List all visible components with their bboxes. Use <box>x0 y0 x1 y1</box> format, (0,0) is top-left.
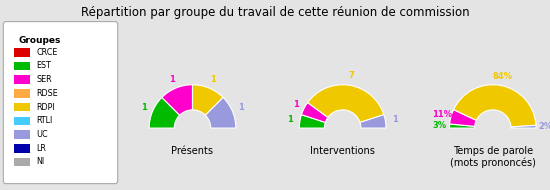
Text: EST: EST <box>36 62 51 70</box>
Wedge shape <box>360 115 386 128</box>
Text: CRCE: CRCE <box>36 48 58 57</box>
Text: 1: 1 <box>210 75 216 84</box>
Text: Interventions: Interventions <box>310 146 375 156</box>
Text: 1: 1 <box>169 75 175 84</box>
Bar <box>14 103 30 112</box>
Text: UC: UC <box>36 130 48 139</box>
Text: SER: SER <box>36 75 52 84</box>
Wedge shape <box>307 85 384 122</box>
Text: Répartition par groupe du travail de cette réunion de commission: Répartition par groupe du travail de cet… <box>81 6 469 19</box>
Wedge shape <box>205 97 236 128</box>
Wedge shape <box>301 103 328 122</box>
Text: 3%: 3% <box>433 121 447 130</box>
Text: 1: 1 <box>293 100 299 108</box>
Text: NI: NI <box>36 158 45 166</box>
Bar <box>14 48 30 57</box>
Bar <box>14 89 30 98</box>
Wedge shape <box>299 115 326 128</box>
FancyBboxPatch shape <box>3 22 118 184</box>
Text: 1: 1 <box>141 103 147 112</box>
Text: 1: 1 <box>392 115 398 124</box>
Text: Temps de parole
(mots prononcés): Temps de parole (mots prononcés) <box>450 146 536 169</box>
Wedge shape <box>511 125 536 128</box>
Bar <box>14 75 30 84</box>
Text: Présents: Présents <box>172 146 213 156</box>
Wedge shape <box>149 97 180 128</box>
Wedge shape <box>454 85 536 127</box>
Wedge shape <box>450 110 476 126</box>
Text: 1: 1 <box>288 115 293 124</box>
Text: LR: LR <box>36 144 46 153</box>
Text: RTLI: RTLI <box>36 116 53 125</box>
Text: 1: 1 <box>238 103 244 112</box>
Wedge shape <box>162 85 192 115</box>
Text: 2%: 2% <box>538 122 550 131</box>
Bar <box>14 62 30 70</box>
Text: RDPI: RDPI <box>36 103 55 112</box>
Bar <box>14 130 30 139</box>
Bar <box>14 158 30 166</box>
Bar <box>14 144 30 153</box>
Text: RDSE: RDSE <box>36 89 58 98</box>
Wedge shape <box>449 124 475 128</box>
Bar <box>14 117 30 125</box>
Text: 7: 7 <box>348 71 354 80</box>
Text: 11%: 11% <box>432 110 452 119</box>
Wedge shape <box>192 85 223 115</box>
Text: Groupes: Groupes <box>19 36 61 45</box>
Text: 84%: 84% <box>493 72 513 81</box>
